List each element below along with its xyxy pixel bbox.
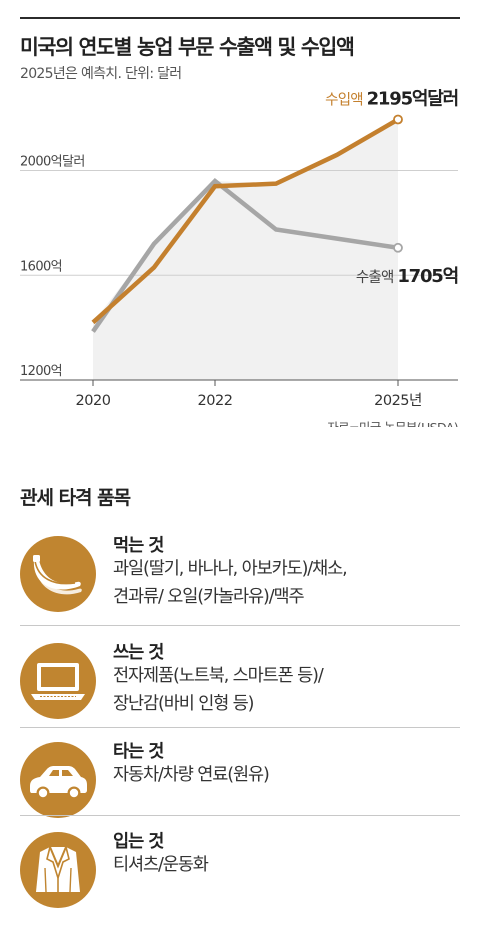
category-name: 입는 것 <box>113 832 164 852</box>
category-wear: 입는 것 티셔츠/운동화 <box>0 826 480 934</box>
category-name: 먹는 것 <box>113 536 164 556</box>
x-tick-label: 2022 <box>198 393 233 409</box>
x-tick-label: 2025년 <box>374 392 422 409</box>
top-rule <box>20 17 460 19</box>
plot-area <box>93 119 398 380</box>
imports-end-label: 수입액 2195억달러 <box>325 88 458 109</box>
x-tick-label: 2020 <box>76 393 111 409</box>
category-name: 타는 것 <box>113 742 164 762</box>
end-point <box>393 242 403 253</box>
category-item-line: 자동차/차량 연료(원유) <box>113 765 270 785</box>
end-point <box>393 114 403 125</box>
category-name: 쓰는 것 <box>113 643 164 663</box>
category-item-line: 과일(딸기, 바나나, 아보카도)/채소, <box>113 559 348 579</box>
category-items: 과일(딸기, 바나나, 아보카도)/채소, 견과류/ 오일(카놀라유)/맥주 <box>113 555 453 611</box>
chart-title: 미국의 연도별 농업 부문 수출액 및 수입액 <box>20 35 355 59</box>
series-line-imports <box>91 117 400 325</box>
y-tick-label: 1600억 <box>20 259 62 274</box>
category-item-line: 티셔츠/운동화 <box>113 855 209 875</box>
section-title: 관세 타격 품목 <box>20 487 131 509</box>
jacket-icon <box>20 832 96 908</box>
line-chart: 1200억 1600억 2000억달러 2020 2022 2025년 수입액 2195억달… <box>20 88 459 427</box>
category-item-line: 견과류/ 오일(카놀라유)/맥주 <box>113 587 305 607</box>
car-icon <box>20 742 96 818</box>
source-note: 자료=미국 농무부(USDA) <box>327 420 458 427</box>
y-tick-label: 2000억달러 <box>20 155 85 170</box>
series-line-exports <box>91 177 399 333</box>
chart-subtitle: 2025년은 예측치. 단위: 달러 <box>20 66 182 82</box>
series-value: 2195억달러 <box>367 88 458 109</box>
y-tick-label: 1200억 <box>20 364 62 379</box>
category-items: 티셔츠/운동화 <box>113 851 453 879</box>
category-item-line: 장난감(바비 인형 등) <box>113 694 254 714</box>
divider <box>20 815 460 816</box>
category-items: 자동차/차량 연료(원유) <box>113 761 453 789</box>
exports-end-label: 수출액 1705억 <box>356 266 458 287</box>
banana-icon <box>20 536 96 612</box>
category-eat: 먹는 것 과일(딸기, 바나나, 아보카도)/채소, 견과류/ 오일(카놀라유)… <box>0 530 480 638</box>
series-name: 수출액 <box>356 269 397 286</box>
category-ride: 타는 것 자동차/차량 연료(원유) <box>0 736 480 844</box>
category-items: 전자제품(노트북, 스마트폰 등)/ 장난감(바비 인형 등) <box>113 662 453 718</box>
laptop-icon <box>20 643 96 719</box>
divider <box>20 727 460 728</box>
series-name: 수입액 <box>325 91 366 108</box>
series-value: 1705억 <box>397 266 458 287</box>
category-use: 쓰는 것 전자제품(노트북, 스마트폰 등)/ 장난감(바비 인형 등) <box>0 637 480 745</box>
category-item-line: 전자제품(노트북, 스마트폰 등)/ <box>113 666 324 686</box>
divider <box>20 625 460 626</box>
